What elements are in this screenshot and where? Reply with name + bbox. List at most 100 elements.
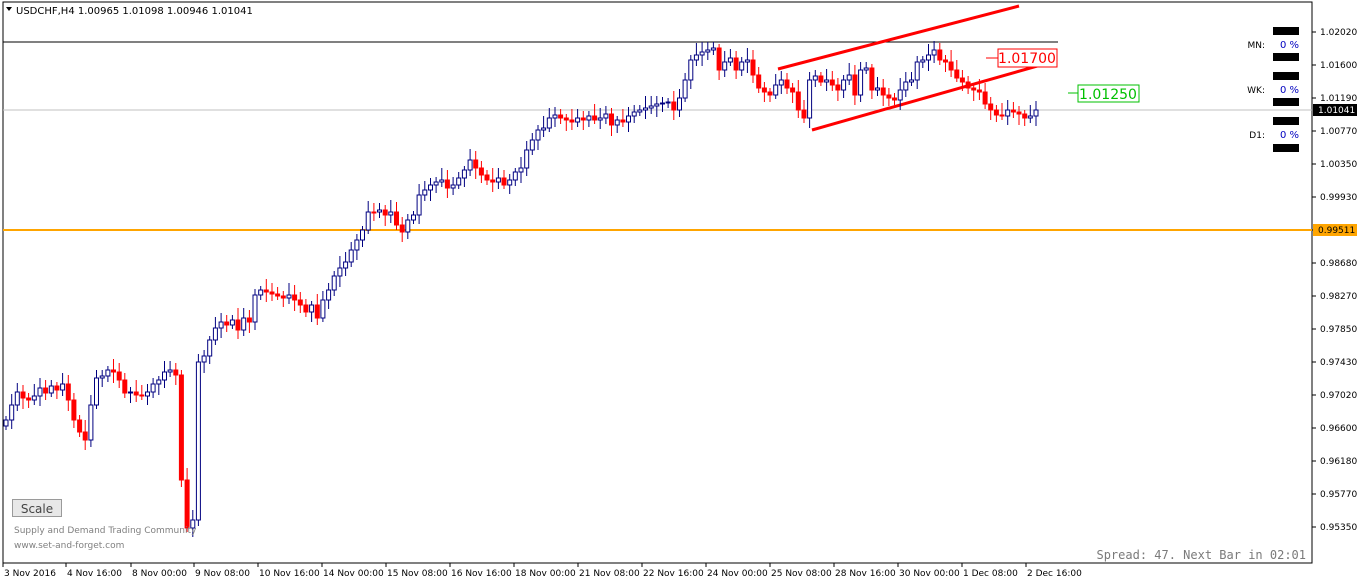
candle-body [337,267,343,277]
candle-body [195,361,201,521]
channel-upper-line[interactable] [777,4,1020,71]
candle-body [637,109,643,113]
candle-body [495,177,501,183]
candle-body [937,49,943,61]
candle-body [297,299,303,306]
candle-body [82,431,88,441]
green-level-box[interactable] [1077,84,1140,103]
candle-body [263,289,269,293]
price-tick-label: 1.01600 [1320,61,1357,71]
candle-body [433,181,439,186]
time-tick-label: 16 Nov 16:00 [451,569,512,579]
candle-body [580,117,586,121]
time-axis[interactable]: 3 Nov 2016 4 Nov 16:00 8 Nov 00:00 9 Nov 08… [2,563,1082,579]
candle-body [773,84,779,96]
candle-body [9,404,15,421]
candle-body [280,295,286,299]
time-tick-label: 9 Nov 08:00 [195,569,250,579]
candle-body [501,177,507,186]
pivot-mn-label: MN: [1247,41,1265,51]
candle-body [201,355,207,363]
candle-body [212,327,218,341]
candle-body [60,383,66,391]
candle-body [552,114,558,119]
time-tick-label: 1 Dec 08:00 [963,569,1018,579]
price-tick-label: 0.96600 [1320,424,1357,434]
candle-body [122,379,128,394]
triangle-down-icon[interactable] [6,7,12,11]
candle-body [614,119,620,126]
candle-body [982,91,988,105]
price-tick-label: 0.99930 [1320,193,1357,203]
candle-body [988,103,994,111]
candle-body [965,81,971,89]
price-tick-label: 0.95350 [1320,523,1357,533]
pivot-bar [1273,53,1299,61]
candle-body [411,214,416,221]
candle-body [993,109,999,116]
candle-body [761,87,767,93]
candle-body [246,317,252,323]
candle-body [1005,109,1011,117]
candle-body [173,369,179,376]
watermark-line1: Supply and Demand Trading Community [14,526,197,536]
candle-body [959,77,965,83]
pivot-d1-label: D1: [1249,131,1265,141]
channel-lower-line[interactable] [811,59,1056,132]
red-level-box[interactable] [997,48,1058,68]
spread-info: Spread: 47. Next Bar in 02:01 [1096,548,1306,562]
candle-body [705,49,711,53]
price-tick-label: 0.98270 [1320,292,1357,302]
pivot-wk-value: 0 % [1280,85,1299,96]
candle-body [597,117,603,121]
candle-body [241,317,247,331]
candle-body [976,89,982,93]
candle-body [150,383,156,393]
candle-body [677,97,682,111]
candle-body [750,59,756,76]
candle-body [507,179,513,186]
candle-body [665,101,671,104]
price-axis[interactable]: 1.02020 1.01600 1.01190 1.00770 1.00350 0.999… [1312,28,1357,533]
price-tick-label: 0.97850 [1320,325,1357,335]
watermark-line2: www.set-and-forget.com [14,541,125,551]
candle-body [184,479,190,529]
pivot-mn-value: 0 % [1280,40,1299,51]
time-tick-label: 8 Nov 00:00 [132,569,187,579]
candle-body [693,54,699,61]
price-tick-label: 1.00350 [1320,160,1357,170]
candle-body [682,79,688,99]
time-tick-label: 4 Nov 16:00 [67,569,122,579]
candle-body [699,51,705,56]
candle-body [592,115,598,121]
candle-body [31,395,37,401]
candle-body [654,103,660,107]
candle-body [292,294,298,301]
candle-body [603,113,609,119]
candle-body [218,321,224,329]
candle-body [846,74,852,81]
candle-body [818,75,824,83]
candle-body [94,377,99,406]
time-tick-label: 15 Nov 08:00 [387,569,448,579]
candle-body [869,67,875,91]
candle-body [190,519,196,529]
candle-body [156,379,162,385]
candle-body [439,179,445,183]
candle-body [48,385,54,394]
candle-body [671,101,677,111]
candle-body [382,209,388,216]
candle-body [660,102,665,105]
candle-body [744,59,750,63]
candle-body [626,115,631,123]
candle-body [1033,109,1039,117]
candle-body [1022,113,1028,119]
current-price-box [1313,104,1357,116]
scale-button[interactable]: Scale [12,499,62,517]
time-tick-label: 14 Nov 00:00 [323,569,384,579]
time-tick-label: 30 Nov 00:00 [899,569,960,579]
red-level-label: 1.01700 [998,51,1056,67]
time-tick-label: 22 Nov 16:00 [643,569,704,579]
